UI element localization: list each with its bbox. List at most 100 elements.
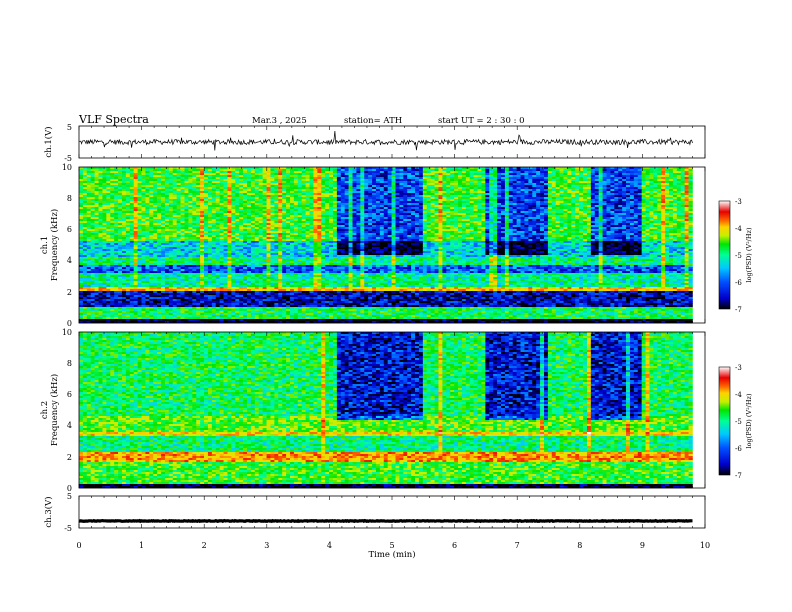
spectrogram-cell [138, 283, 142, 285]
spectrogram-cell [220, 281, 224, 283]
spectrogram-cell [102, 241, 106, 243]
spectrogram-cell [321, 211, 325, 213]
spectrogram-cell [126, 317, 130, 319]
spectrogram-cell [130, 311, 134, 313]
spectrogram-cell [165, 293, 169, 295]
spectrogram-cell [224, 299, 228, 301]
spectrogram-cell [220, 271, 224, 273]
spectrogram-cell [110, 273, 114, 275]
spectrogram-cell [134, 195, 138, 197]
spectrogram-cell [157, 285, 161, 287]
spectrogram-cell [87, 265, 91, 267]
spectrogram-cell [200, 183, 204, 185]
spectrogram-cell [251, 263, 255, 265]
spectrogram-cell [212, 279, 216, 281]
spectrogram-cell [278, 249, 282, 251]
spectrogram-cell [255, 273, 259, 275]
spectrogram-cell [91, 251, 95, 253]
spectrogram-cell [251, 261, 255, 263]
spectrogram-cell [196, 275, 200, 277]
spectrogram-cell [153, 243, 157, 245]
spectrogram-cell [204, 235, 208, 237]
spectrogram-cell [188, 213, 192, 215]
spectrogram-cell [185, 299, 189, 301]
spectrogram-cell [235, 267, 239, 269]
spectrogram-cell [110, 259, 114, 261]
spectrogram-cell [91, 247, 95, 249]
spectrogram-cell [118, 263, 122, 265]
spectrogram-cell [165, 315, 169, 317]
spectrogram-cell [91, 285, 95, 287]
spectrogram-cell [118, 309, 122, 311]
spectrogram-cell [274, 247, 278, 249]
spectrogram-cell [110, 239, 114, 241]
spectrogram-cell [192, 247, 196, 249]
spectrogram-cell [118, 221, 122, 223]
spectrogram-cell [263, 215, 267, 217]
spectrogram-cell [99, 259, 103, 261]
spectrogram-cell [192, 179, 196, 181]
spectrogram-cell [99, 313, 103, 315]
spectrogram-cell [196, 241, 200, 243]
spectrogram-cell [110, 285, 114, 287]
spectrogram-cell [165, 279, 169, 281]
spectrogram-cell [196, 195, 200, 197]
spectrogram-cell [220, 303, 224, 305]
spectrogram-cell [204, 249, 208, 251]
spectrogram-cell [317, 283, 321, 285]
spectrogram-cell [282, 203, 286, 205]
spectrogram-cell [188, 203, 192, 205]
spectrogram-cell [153, 201, 157, 203]
spectrogram-cell [192, 297, 196, 299]
spectrogram-cell [231, 181, 235, 183]
spectrogram-cell [177, 267, 181, 269]
spectrogram-cell [255, 205, 259, 207]
spectrogram-cell [169, 287, 173, 289]
spectrogram-cell [157, 319, 161, 321]
spectrogram-cell [278, 239, 282, 241]
spectrogram-cell [263, 183, 267, 185]
spectrogram-cell [294, 283, 298, 285]
spectrogram-cell [302, 283, 306, 285]
spectrogram-cell [302, 205, 306, 207]
spectrogram-cell [286, 207, 290, 209]
spectrogram-cell [200, 275, 204, 277]
spectrogram-cell [313, 225, 317, 227]
spectrogram-cell [149, 215, 153, 217]
spectrogram-cell [95, 249, 99, 251]
spectrogram-cell [79, 225, 83, 227]
spectrogram-cell [294, 191, 298, 193]
spectrogram-cell [110, 215, 114, 217]
spectrogram-cell [87, 185, 91, 187]
spectrogram-cell [302, 241, 306, 243]
spectrogram-cell [208, 287, 212, 289]
spectrogram-cell [227, 273, 231, 275]
spectrogram-cell [235, 291, 239, 293]
spectrogram-cell [200, 277, 204, 279]
spectrogram-cell [302, 249, 306, 251]
spectrogram-cell [169, 179, 173, 181]
spectrogram-cell [227, 225, 231, 227]
spectrogram-cell [267, 217, 271, 219]
spectrogram-cell [235, 187, 239, 189]
spectrogram-cell [282, 217, 286, 219]
spectrogram-cell [185, 319, 189, 321]
spectrogram-cell [243, 199, 247, 201]
spectrogram-cell [188, 177, 192, 179]
spectrogram-cell [122, 315, 126, 317]
spectrogram-cell [208, 319, 212, 321]
spectrogram-cell [192, 187, 196, 189]
spectrogram-cell [181, 289, 185, 291]
spectrogram-cell [251, 237, 255, 239]
spectrogram-cell [122, 215, 126, 217]
spectrogram-cell [317, 281, 321, 283]
spectrogram-cell [102, 247, 106, 249]
spectrogram-cell [79, 313, 83, 315]
spectrogram-cell [118, 275, 122, 277]
spectrogram-cell [118, 169, 122, 171]
spectrogram-cell [239, 251, 243, 253]
spectrogram-cell [134, 269, 138, 271]
spectrogram-cell [142, 173, 146, 175]
spectrogram-cell [149, 177, 153, 179]
spectrogram-cell [114, 257, 118, 259]
